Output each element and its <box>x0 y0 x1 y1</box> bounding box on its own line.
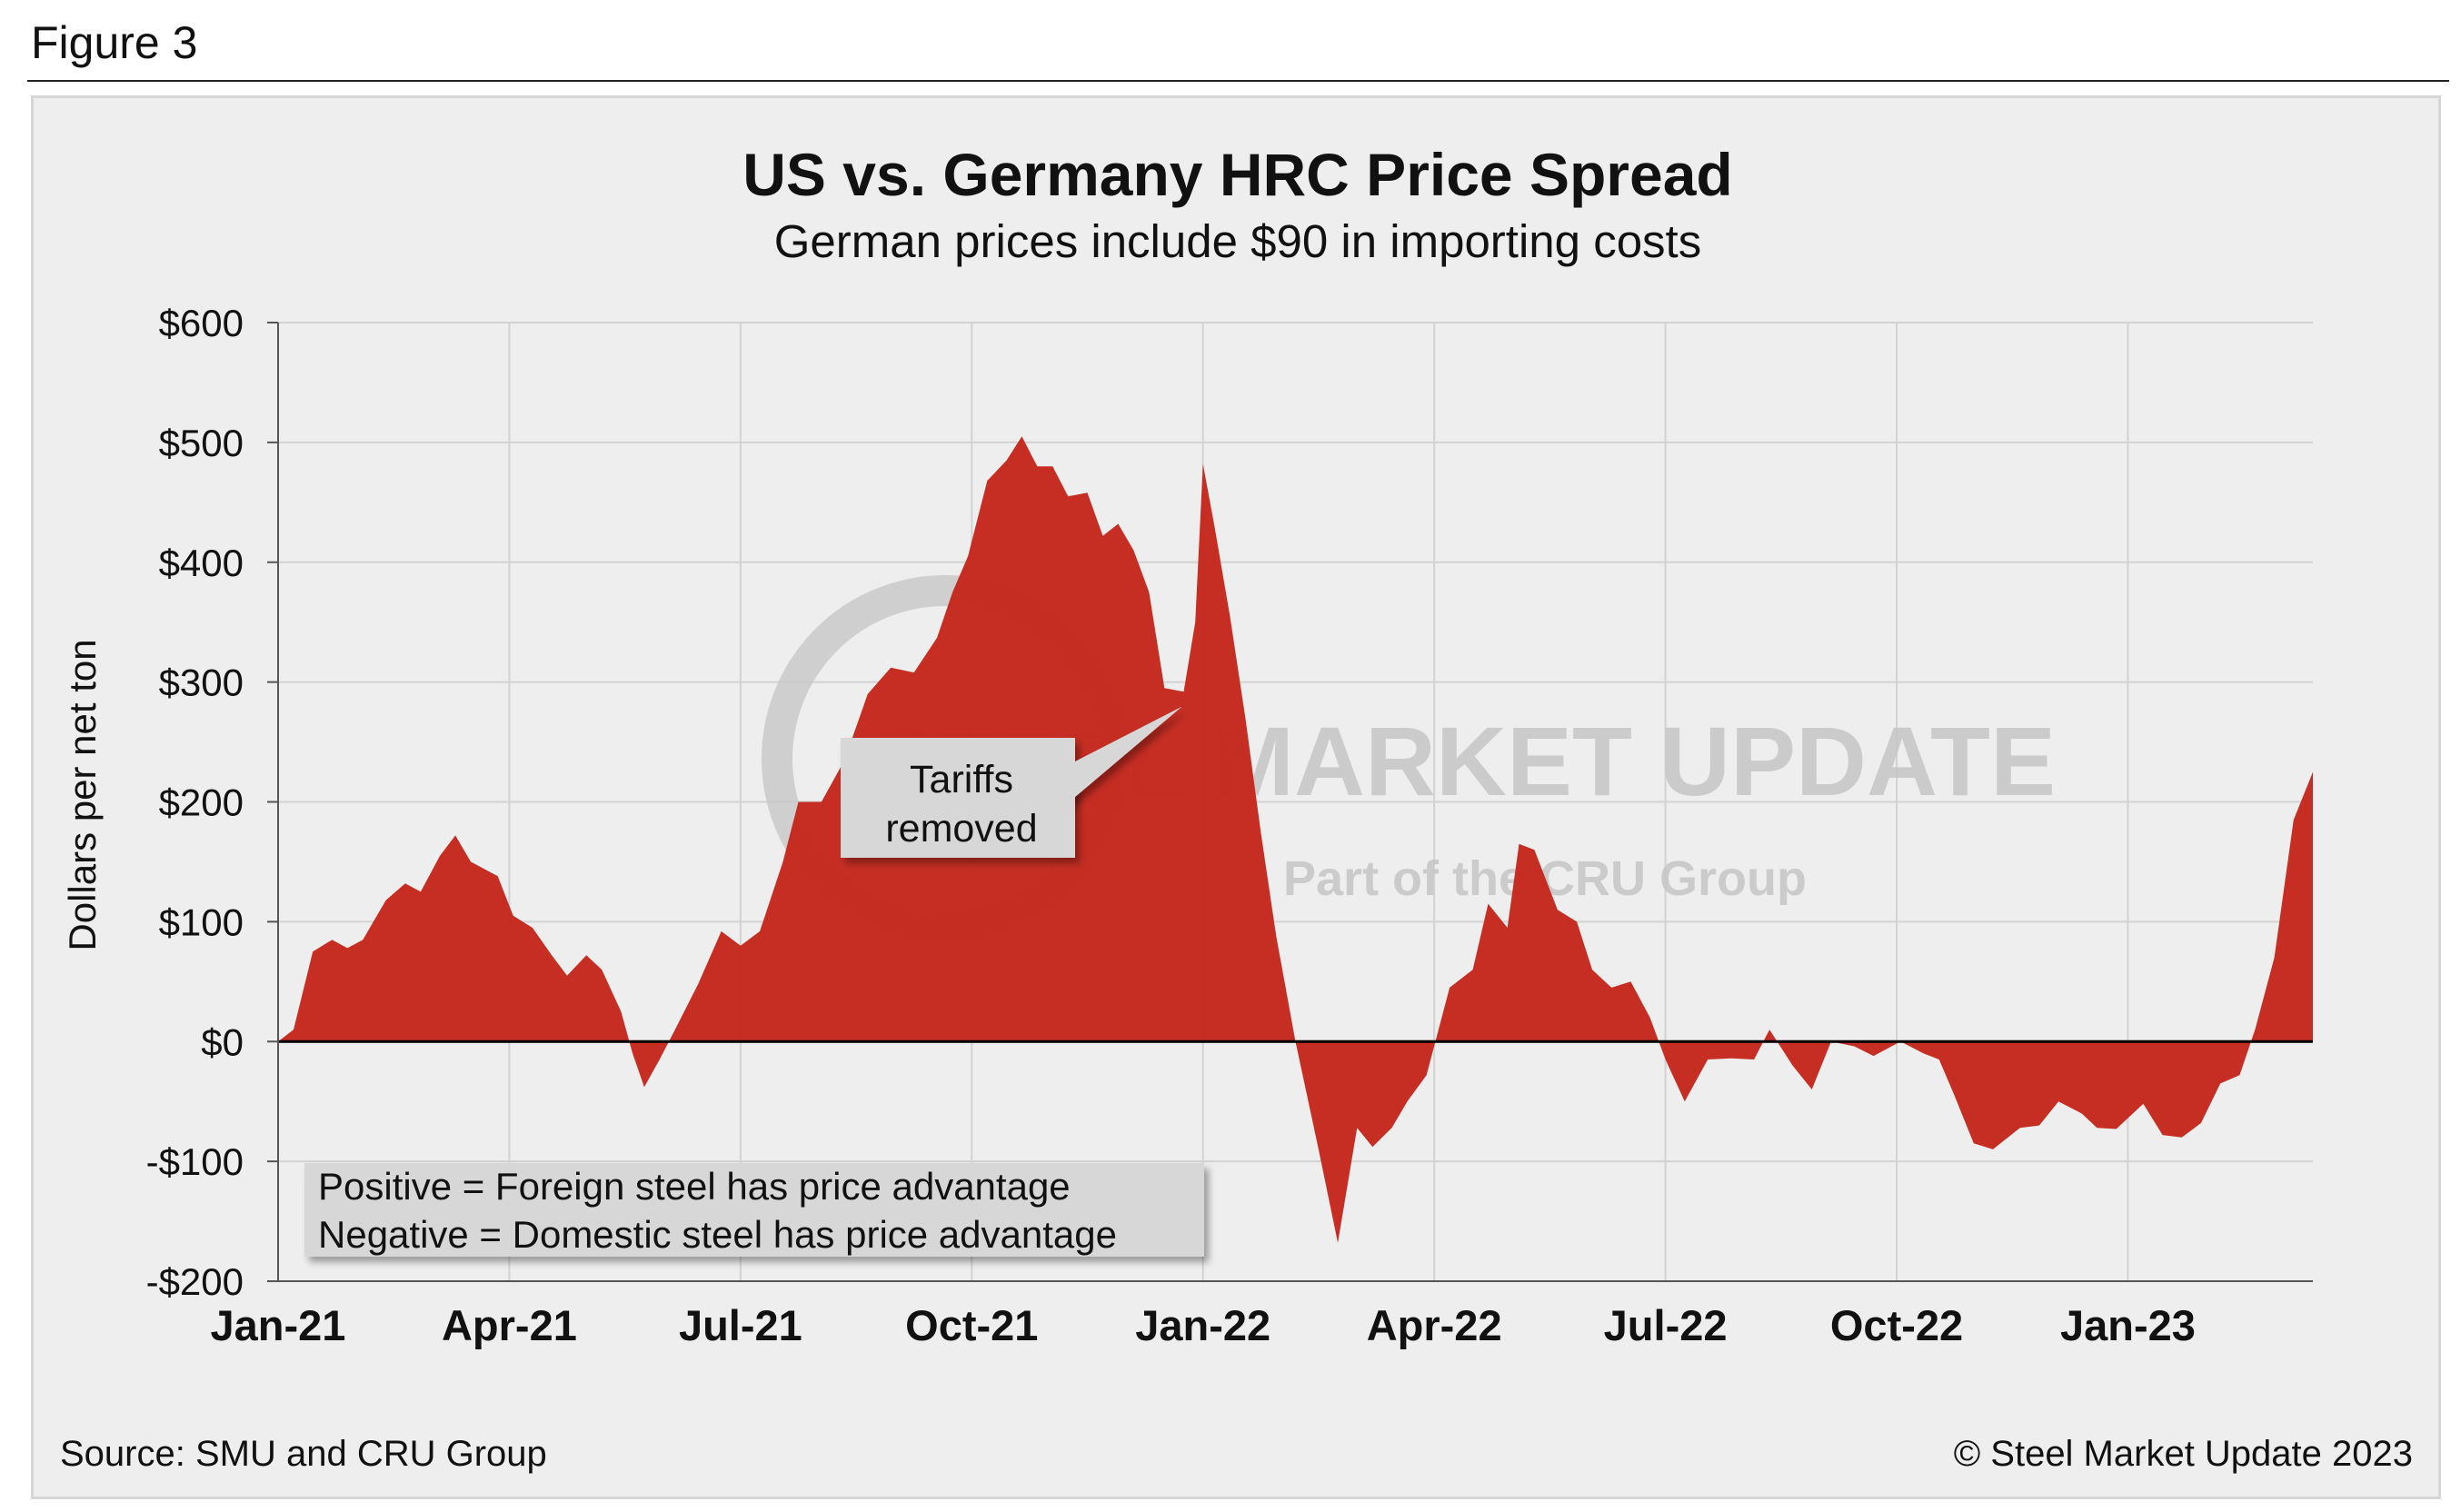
x-tick-label: Jan-23 <box>2060 1301 2196 1349</box>
x-tick-label: Jan-21 <box>211 1301 346 1349</box>
x-tick-label: Apr-22 <box>1367 1301 1502 1349</box>
figure-label: Figure 3 <box>31 17 198 68</box>
callout-line-2: removed <box>885 807 1037 850</box>
sign-note-box <box>304 1163 1204 1257</box>
y-tick-labels: $600 $500 $400 $300 $200 $100 $0 -$100 -$200 <box>146 302 278 1303</box>
y-tick-label: $400 <box>159 542 244 584</box>
x-tick-label: Oct-21 <box>905 1301 1038 1349</box>
y-tick-label: $300 <box>159 662 244 704</box>
chart-subtitle: German prices include $90 in importing c… <box>774 215 1701 267</box>
y-tick-label: $0 <box>201 1020 244 1063</box>
y-tick-label: -$100 <box>146 1140 244 1183</box>
x-tick-label: Apr-21 <box>442 1301 577 1349</box>
sign-note-negative: Negative = Domestic steel has price adva… <box>318 1213 1117 1256</box>
x-tick-label: Jan-22 <box>1135 1301 1270 1349</box>
y-tick-label: $200 <box>159 781 244 824</box>
x-tick-label: Oct-22 <box>1830 1301 1963 1349</box>
spread-area <box>278 436 2313 1243</box>
copyright-note: © Steel Market Update 2023 <box>1954 1434 2413 1474</box>
y-tick-label: $600 <box>159 302 244 344</box>
callout-box <box>841 738 1075 858</box>
callout-line-1: Tariffs <box>910 758 1013 801</box>
sign-note: Positive = Foreign steel has price advan… <box>304 1163 1204 1257</box>
x-tick-labels: Jan-21 Apr-21 Jul-21 Oct-21 Jan-22 Apr-22 Jul-… <box>211 1301 2196 1349</box>
y-tick-label: $500 <box>159 422 244 464</box>
figure-divider <box>27 80 2449 82</box>
y-tick-label: $100 <box>159 900 244 943</box>
y-axis-label: Dollars per net ton <box>61 639 104 950</box>
y-tick-label: -$200 <box>146 1260 244 1303</box>
x-tick-label: Jul-21 <box>679 1301 802 1349</box>
callout-pointer-fill <box>1045 707 1181 822</box>
chart-title: US vs. Germany HRC Price Spread <box>742 141 1732 208</box>
sign-note-positive: Positive = Foreign steel has price advan… <box>318 1165 1071 1208</box>
tariffs-callout: Tariffs removed <box>841 707 1181 858</box>
x-tick-label: Jul-22 <box>1604 1301 1728 1349</box>
source-note: Source: SMU and CRU Group <box>60 1434 547 1474</box>
